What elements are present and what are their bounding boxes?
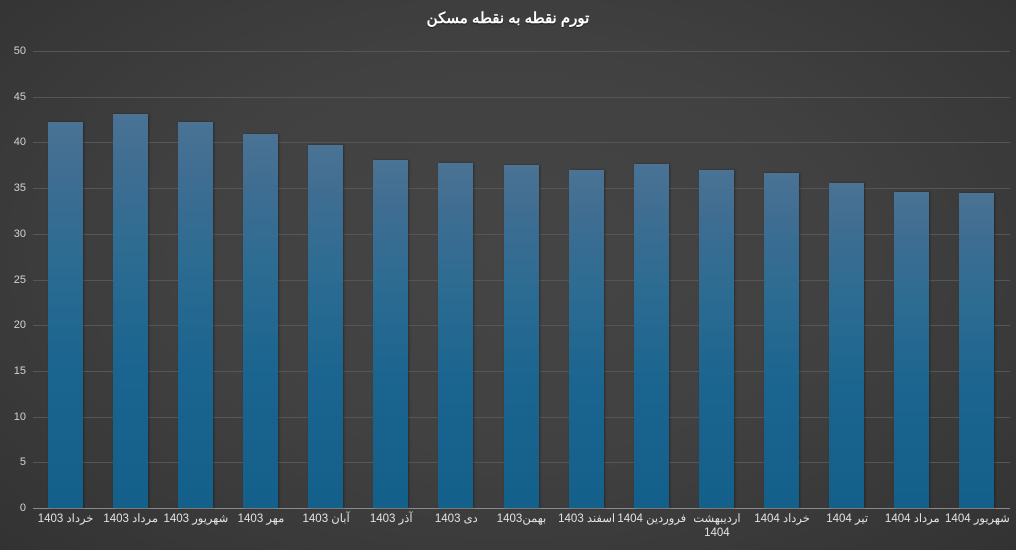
gridline	[33, 96, 1010, 98]
x-tick-label: دی 1403	[434, 513, 478, 525]
bar[interactable]	[568, 169, 604, 508]
x-tick-label: شهریور 1403	[163, 513, 229, 525]
y-tick-label: 50	[13, 45, 26, 57]
y-tick-label: 0	[19, 502, 26, 514]
bar[interactable]	[112, 114, 148, 508]
x-tick-label: تیر 1404	[826, 513, 869, 525]
bar[interactable]	[698, 169, 734, 508]
y-tick-label: 5	[19, 456, 26, 469]
bar[interactable]	[177, 122, 213, 508]
x-tick-label: خرداد 1404	[754, 513, 810, 525]
y-tick-label: 10	[13, 410, 26, 423]
chart-title: تورم نقطه به نقطه مسکن	[426, 10, 590, 27]
y-tick-label: 40	[13, 136, 26, 149]
y-tick-label: 35	[13, 182, 26, 195]
x-tick-label: آبان 1403	[302, 513, 350, 525]
plot-area	[33, 51, 1010, 509]
gridline	[33, 51, 1010, 52]
bar[interactable]	[829, 182, 865, 508]
bar[interactable]	[503, 165, 539, 508]
x-tick-label: مرداد 1403	[103, 513, 159, 525]
bar[interactable]	[894, 191, 930, 508]
x-tick-label: شهریور 1404	[945, 513, 1010, 525]
gridline	[33, 508, 1010, 509]
x-axis-tick-labels: خرداد 1403 مرداد 1403 شهریور 1403 مهر 1403 آ…	[33, 512, 1010, 550]
x-tick-label: فروردین 1404	[617, 513, 687, 525]
y-tick-label: 45	[13, 90, 26, 103]
bar[interactable]	[242, 134, 278, 508]
bar[interactable]	[308, 145, 344, 508]
y-tick-label: 30	[13, 227, 26, 240]
bar[interactable]	[764, 172, 800, 508]
y-tick-label: 25	[13, 273, 26, 286]
bar[interactable]	[633, 164, 669, 508]
bar[interactable]	[959, 192, 995, 508]
x-tick-label: اردیبهشت 1404	[693, 513, 741, 539]
x-tick-label: بهمن1403	[496, 513, 547, 525]
x-tick-label: خرداد 1403	[37, 513, 94, 525]
gridline	[33, 142, 1010, 144]
x-tick-label: مهر 1403	[237, 513, 285, 525]
y-tick-label: 20	[13, 319, 26, 332]
bar[interactable]	[47, 122, 83, 508]
x-tick-label: اسفند 1403	[558, 513, 616, 525]
bar[interactable]	[373, 159, 409, 508]
y-tick-label: 15	[13, 364, 26, 377]
bar[interactable]	[438, 162, 474, 508]
x-tick-label: مرداد 1404	[884, 513, 940, 525]
x-tick-label: آذر 1403	[369, 513, 413, 525]
